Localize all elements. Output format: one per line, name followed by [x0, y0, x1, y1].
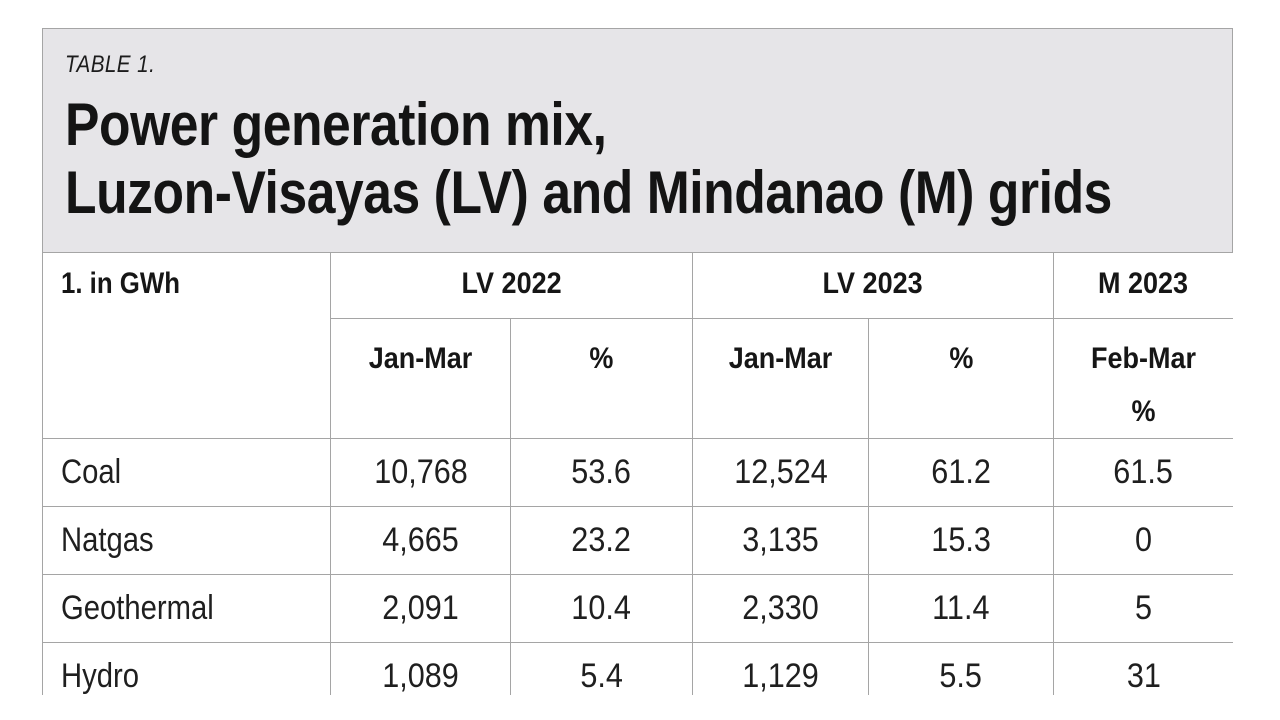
row-label: Hydro: [42, 642, 331, 695]
cell-value: 5: [1053, 574, 1233, 643]
power-generation-table-graphic: TABLE 1. Power generation mix, Luzon-Vis…: [42, 28, 1233, 695]
graphic-title: Power generation mix, Luzon-Visayas (LV)…: [65, 91, 1212, 227]
column-header-unit: 1. in GWh: [42, 252, 331, 439]
column-header-lv2023-janmar: Jan-Mar: [692, 318, 869, 439]
table-row-hydro: Hydro 1,089 5.4 1,129 5.5 31: [42, 642, 1233, 695]
cell-value: 0: [1053, 506, 1233, 575]
cell-value: 61.5: [1053, 438, 1233, 507]
cell-value: 31: [1053, 642, 1233, 695]
table-number-label: TABLE 1.: [65, 51, 1212, 79]
table-body: Coal 10,768 53.6 12,524 61.2 61.5 Natgas…: [42, 438, 1233, 695]
column-header-lv2022-pct: %: [510, 318, 693, 439]
table-row-coal: Coal 10,768 53.6 12,524 61.2 61.5: [42, 438, 1233, 507]
cell-value: 61.2: [868, 438, 1054, 507]
cell-value: 2,091: [330, 574, 511, 643]
title-panel: TABLE 1. Power generation mix, Luzon-Vis…: [42, 28, 1233, 252]
column-header-lv2022-janmar: Jan-Mar: [330, 318, 511, 439]
column-header-m2023-febmar-pct: Feb-Mar %: [1053, 318, 1233, 439]
power-mix-table: 1. in GWh LV 2022 LV 2023 M 2023 Jan-Mar…: [42, 252, 1233, 695]
title-line-2: Luzon-Visayas (LV) and Mindanao (M) grid…: [65, 159, 1112, 226]
cell-value: 10,768: [330, 438, 511, 507]
cell-value: 23.2: [510, 506, 693, 575]
cell-value: 4,665: [330, 506, 511, 575]
cell-value: 1,129: [692, 642, 869, 695]
cell-value: 10.4: [510, 574, 693, 643]
column-group-m2023: M 2023: [1053, 252, 1233, 319]
cell-value: 5.5: [868, 642, 1054, 695]
table-header: 1. in GWh LV 2022 LV 2023 M 2023 Jan-Mar…: [42, 252, 1233, 439]
cell-value: 15.3: [868, 506, 1054, 575]
table-row-geothermal: Geothermal 2,091 10.4 2,330 11.4 5: [42, 574, 1233, 643]
cell-value: 3,135: [692, 506, 869, 575]
cell-value: 1,089: [330, 642, 511, 695]
row-label: Geothermal: [42, 574, 331, 643]
row-label: Natgas: [42, 506, 331, 575]
cell-value: 12,524: [692, 438, 869, 507]
cell-value: 2,330: [692, 574, 869, 643]
cell-value: 53.6: [510, 438, 693, 507]
table-row-natgas: Natgas 4,665 23.2 3,135 15.3 0: [42, 506, 1233, 575]
cell-value: 11.4: [868, 574, 1054, 643]
title-line-1: Power generation mix,: [65, 91, 607, 158]
table-number-text: TABLE 1.: [65, 51, 156, 78]
row-label: Coal: [42, 438, 331, 507]
column-group-lv2023: LV 2023: [692, 252, 1054, 319]
header-row-groups: 1. in GWh LV 2022 LV 2023 M 2023: [42, 252, 1233, 439]
column-group-lv2022: LV 2022: [330, 252, 693, 319]
cell-value: 5.4: [510, 642, 693, 695]
column-header-lv2023-pct: %: [868, 318, 1054, 439]
